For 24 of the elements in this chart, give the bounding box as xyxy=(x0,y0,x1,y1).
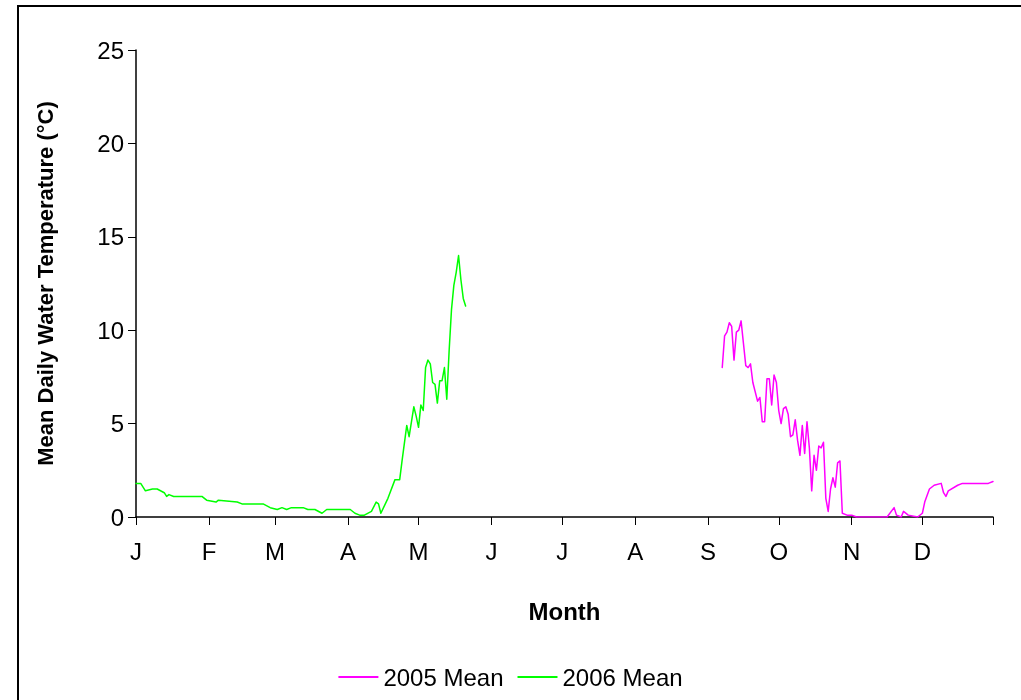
x-tick-label: J xyxy=(485,537,498,565)
x-tick-label: M xyxy=(408,537,429,565)
x-tick-label: J xyxy=(556,537,569,565)
line-series xyxy=(135,254,467,516)
x-tick-label: S xyxy=(700,537,717,565)
legend-label: 2006 Mean xyxy=(562,663,683,691)
line-series xyxy=(721,320,994,518)
y-tick-label: 20 xyxy=(97,129,124,157)
y-tick-label: 25 xyxy=(97,36,124,64)
y-tick-label: 10 xyxy=(97,316,124,344)
x-tick-label: F xyxy=(201,537,217,565)
y-tick-label: 15 xyxy=(97,223,124,251)
y-tick-label: 0 xyxy=(110,503,124,531)
x-tick-label: J xyxy=(130,537,142,565)
x-tick-label: A xyxy=(339,537,356,565)
x-tick-label: O xyxy=(769,537,789,565)
x-tick-label: N xyxy=(843,537,861,565)
x-tick-label: D xyxy=(913,537,932,565)
y-tick-label: 5 xyxy=(110,410,124,438)
x-axis-title: Month xyxy=(528,597,601,625)
legend-label: 2005 Mean xyxy=(383,663,504,691)
x-tick-label: A xyxy=(627,537,644,565)
x-tick-label: M xyxy=(264,537,285,565)
y-axis-title: Mean Daily Water Temperature (°C) xyxy=(32,101,58,466)
